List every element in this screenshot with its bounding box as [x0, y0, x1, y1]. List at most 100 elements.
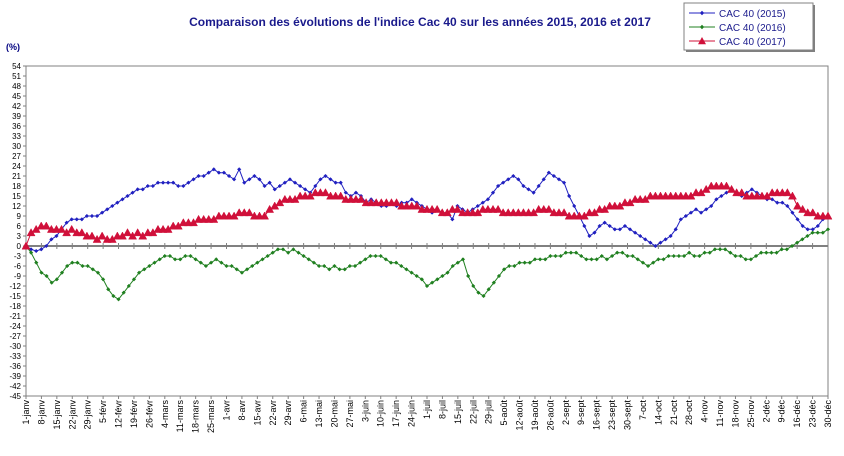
data-point	[152, 260, 157, 265]
series-2	[21, 181, 833, 250]
data-point	[661, 257, 666, 262]
data-point	[219, 260, 224, 265]
data-point	[728, 250, 733, 255]
y-tick-label: 39	[12, 112, 21, 121]
data-point	[265, 253, 270, 259]
data-point	[687, 250, 692, 255]
x-tick-label: 12-févr	[114, 400, 124, 428]
data-point	[234, 267, 239, 272]
data-point	[805, 227, 810, 232]
data-point	[121, 290, 126, 295]
data-point	[280, 247, 286, 252]
data-point	[69, 217, 74, 222]
data-point	[34, 260, 39, 265]
data-point	[579, 253, 584, 259]
data-point	[743, 257, 748, 262]
data-point	[558, 253, 563, 259]
data-point	[663, 237, 668, 242]
data-point	[33, 248, 39, 254]
data-point	[704, 207, 709, 212]
data-point	[316, 263, 322, 269]
x-tick-label: 29-avr	[283, 400, 293, 426]
data-point	[356, 194, 366, 203]
data-point	[64, 263, 70, 269]
data-point	[301, 253, 306, 259]
data-point	[172, 257, 178, 262]
data-point	[203, 263, 209, 269]
data-point	[90, 267, 95, 272]
data-point	[727, 184, 736, 193]
data-point	[106, 287, 111, 292]
y-tick-label: 30	[12, 142, 21, 151]
data-point	[244, 208, 254, 217]
data-point	[764, 250, 769, 255]
data-point	[140, 187, 145, 192]
data-point	[795, 240, 800, 245]
x-tick-label: 24-juin	[407, 400, 417, 427]
y-tick-label: -30	[9, 342, 21, 351]
data-point	[673, 227, 678, 232]
y-tick-label: 21	[12, 172, 21, 181]
data-point	[383, 257, 389, 262]
data-point	[622, 223, 628, 229]
data-point	[250, 263, 255, 269]
data-point	[167, 253, 173, 259]
data-point	[267, 180, 272, 185]
data-point	[789, 243, 795, 249]
x-tick-label: 1-avr	[222, 400, 232, 421]
data-point	[201, 173, 206, 179]
data-point	[110, 203, 115, 209]
data-point	[785, 203, 790, 209]
x-tick-label: 1-juil	[422, 400, 432, 419]
data-point	[656, 257, 661, 262]
data-point	[208, 260, 214, 265]
data-point	[480, 200, 485, 205]
data-point	[609, 253, 615, 259]
data-point	[805, 233, 810, 239]
x-tick-label: 9-déc	[777, 400, 787, 423]
data-point	[313, 183, 318, 189]
data-point	[54, 277, 59, 282]
data-point	[394, 260, 399, 265]
legend-label: CAC 40 (2015)	[719, 9, 786, 20]
data-point	[495, 183, 501, 189]
y-tick-label: 3	[17, 232, 22, 241]
data-point	[28, 250, 34, 255]
data-point	[429, 280, 435, 285]
data-point	[165, 180, 171, 185]
data-point	[460, 257, 466, 262]
data-point	[435, 277, 440, 282]
y-tick-label: 12	[12, 202, 21, 211]
data-point	[531, 190, 536, 195]
data-point	[559, 208, 569, 217]
y-tick-label: -36	[9, 362, 21, 371]
data-point	[338, 180, 343, 185]
x-tick-label: 15-juil	[453, 400, 463, 424]
data-point	[49, 280, 54, 285]
x-tick-label: 10-juin	[376, 400, 386, 427]
data-point	[399, 263, 404, 269]
plot-area: -45-42-39-36-33-30-27-24-21-18-15-12-9-6…	[9, 62, 833, 433]
data-point	[206, 170, 211, 175]
x-tick-label: 30-sept	[623, 400, 633, 431]
data-point	[666, 253, 671, 259]
series-1	[23, 227, 831, 302]
data-point	[823, 211, 833, 220]
data-point	[717, 247, 723, 252]
data-point	[738, 253, 743, 259]
data-point	[115, 200, 120, 205]
data-point	[774, 250, 779, 255]
data-point	[277, 183, 282, 189]
data-point	[336, 191, 346, 200]
data-point	[332, 263, 337, 269]
data-point	[769, 250, 774, 255]
data-point	[486, 287, 491, 292]
data-point	[546, 170, 551, 175]
data-point	[198, 260, 203, 265]
data-point	[476, 290, 481, 295]
data-point	[404, 267, 409, 272]
data-point	[566, 193, 572, 199]
data-point	[126, 283, 131, 289]
data-point	[239, 270, 245, 275]
